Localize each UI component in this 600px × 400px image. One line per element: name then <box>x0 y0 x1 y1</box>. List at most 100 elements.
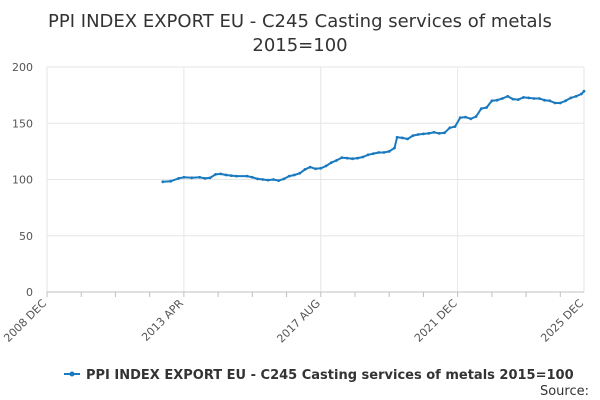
x-tick-label: 2008 DEC <box>1 297 49 345</box>
data-point[interactable] <box>372 152 375 156</box>
data-point[interactable] <box>574 94 578 98</box>
data-point[interactable] <box>387 150 391 153</box>
data-point[interactable] <box>479 107 483 110</box>
data-point[interactable] <box>522 96 525 99</box>
data-point[interactable] <box>250 175 254 179</box>
data-point[interactable] <box>437 132 441 135</box>
data-point[interactable] <box>393 146 396 150</box>
data-point[interactable] <box>411 134 415 138</box>
y-axis: 0 50 100 150 200 <box>12 61 33 299</box>
data-point[interactable] <box>501 97 504 100</box>
data-point[interactable] <box>229 174 233 178</box>
data-point[interactable] <box>427 132 431 135</box>
data-point[interactable] <box>190 176 194 180</box>
data-point[interactable] <box>469 117 473 121</box>
data-point[interactable] <box>303 168 307 171</box>
legend-item-label[interactable]: PPI INDEX EXPORT EU - C245 Casting servi… <box>86 368 574 383</box>
data-point[interactable] <box>511 97 515 101</box>
data-point[interactable] <box>161 180 165 184</box>
data-point[interactable] <box>356 156 359 160</box>
data-point[interactable] <box>422 132 425 136</box>
data-point[interactable] <box>261 178 265 181</box>
data-point[interactable] <box>458 116 462 119</box>
chart-title-line-2: 2015=100 <box>252 35 347 56</box>
data-point[interactable] <box>553 101 557 105</box>
y-tick-label: 150 <box>12 117 33 130</box>
data-point[interactable] <box>453 125 457 128</box>
series-layer <box>161 89 586 184</box>
series-line-0[interactable] <box>162 90 585 183</box>
data-point[interactable] <box>335 159 338 162</box>
data-point[interactable] <box>443 131 446 135</box>
data-point[interactable] <box>329 161 333 165</box>
data-point[interactable] <box>464 115 467 119</box>
data-point[interactable] <box>256 177 259 181</box>
data-point[interactable] <box>416 133 420 136</box>
x-tick-label: 2021 DEC <box>412 297 460 345</box>
data-point[interactable] <box>287 174 291 178</box>
source-label[interactable]: Source: <box>540 384 589 399</box>
data-point[interactable] <box>293 173 296 177</box>
data-point[interactable] <box>448 126 452 130</box>
data-point[interactable] <box>527 96 531 100</box>
data-point[interactable] <box>382 151 386 154</box>
data-point[interactable] <box>277 179 280 183</box>
data-point[interactable] <box>537 97 541 100</box>
data-point[interactable] <box>558 101 562 105</box>
data-point[interactable] <box>314 167 317 171</box>
data-point[interactable] <box>543 98 546 102</box>
data-point[interactable] <box>340 156 344 160</box>
data-point[interactable] <box>569 96 573 100</box>
gridlines <box>46 66 585 292</box>
x-tick-label: 2017 AUG <box>274 297 323 346</box>
data-point[interactable] <box>245 174 249 178</box>
y-tick-label: 0 <box>26 286 33 299</box>
data-point[interactable] <box>266 178 270 182</box>
data-point[interactable] <box>177 177 181 180</box>
data-point[interactable] <box>351 157 354 161</box>
data-point[interactable] <box>490 99 494 103</box>
data-point[interactable] <box>203 177 207 180</box>
x-tick-label: 2025 DEC <box>538 297 586 345</box>
data-point[interactable] <box>235 174 238 178</box>
data-point[interactable] <box>564 99 567 103</box>
data-point[interactable] <box>361 155 365 159</box>
data-point[interactable] <box>377 151 381 154</box>
data-point[interactable] <box>219 172 223 176</box>
legend[interactable]: PPI INDEX EXPORT EU - C245 Casting servi… <box>64 368 574 383</box>
data-point[interactable] <box>485 106 488 109</box>
data-point[interactable] <box>208 176 212 180</box>
data-point[interactable] <box>224 173 228 177</box>
data-point[interactable] <box>495 98 499 102</box>
data-point[interactable] <box>272 178 275 181</box>
data-point[interactable] <box>324 164 328 168</box>
data-point[interactable] <box>298 171 302 175</box>
data-point[interactable] <box>366 153 370 157</box>
data-point[interactable] <box>432 130 436 134</box>
data-point[interactable] <box>308 165 312 169</box>
legend-dot-marker <box>69 371 75 377</box>
data-point[interactable] <box>198 175 202 179</box>
data-point[interactable] <box>406 137 409 141</box>
data-point[interactable] <box>474 115 478 118</box>
data-point[interactable] <box>395 135 399 139</box>
data-point[interactable] <box>506 94 510 98</box>
data-point[interactable] <box>516 98 520 101</box>
data-point[interactable] <box>319 166 323 170</box>
data-point[interactable] <box>182 175 186 179</box>
chart-title: PPI INDEX EXPORT EU - C245 Casting servi… <box>48 11 552 56</box>
data-point[interactable] <box>345 156 349 160</box>
data-point[interactable] <box>580 92 583 96</box>
data-point[interactable] <box>282 177 286 181</box>
y-tick-label: 100 <box>12 174 33 187</box>
chart-title-line-1: PPI INDEX EXPORT EU - C245 Casting servi… <box>48 11 552 32</box>
data-point[interactable] <box>582 89 586 93</box>
y-tick-label: 50 <box>19 230 33 243</box>
y-tick-label: 200 <box>12 61 33 74</box>
data-point[interactable] <box>548 99 552 103</box>
data-point[interactable] <box>169 179 173 183</box>
data-point[interactable] <box>214 173 217 176</box>
data-point[interactable] <box>532 97 536 100</box>
data-point[interactable] <box>401 136 404 140</box>
